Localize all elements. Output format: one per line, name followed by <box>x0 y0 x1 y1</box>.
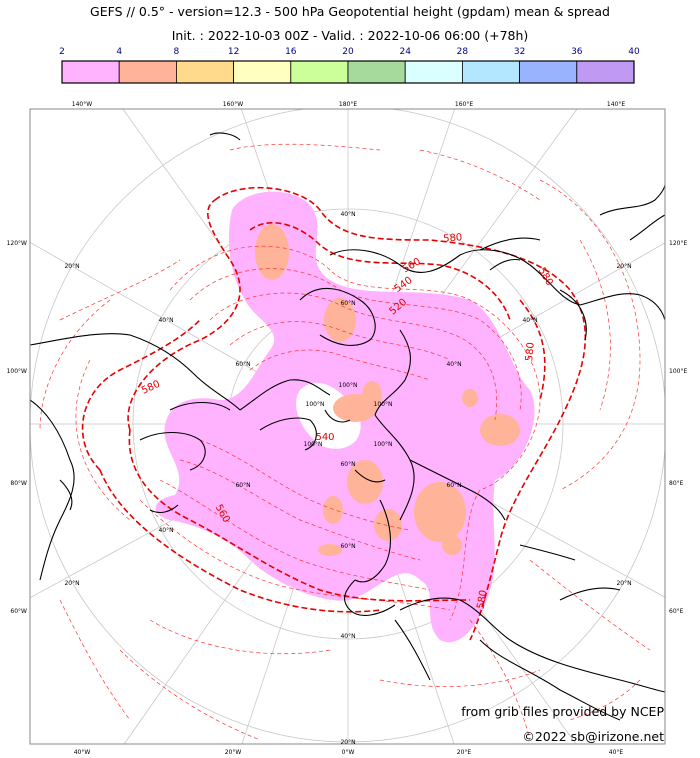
colorbar-tick-label: 4 <box>116 47 122 57</box>
latitude-label: 60°N <box>446 482 461 489</box>
latitude-label: 60°N <box>340 543 355 550</box>
colorbar-tick-label: 24 <box>399 47 411 57</box>
latitude-label: 40°N <box>340 633 355 640</box>
meridian-label-top: 140°W <box>72 101 92 108</box>
latitude-label: 100°N <box>306 401 325 408</box>
colorbar-tick-label: 40 <box>628 47 640 57</box>
meridian-label-bottom: 20°W <box>225 749 242 756</box>
latitude-label: 20°N <box>340 739 355 746</box>
meridian-label-top: 160°E <box>455 101 473 108</box>
contour-value-label: 580 <box>524 342 537 362</box>
colorbar-tick-label: 32 <box>514 47 525 57</box>
colorbar-tick-label: 12 <box>228 47 239 57</box>
latitude-label: 20°N <box>64 580 79 587</box>
latitude-label: 100°N <box>374 441 393 448</box>
latitude-label: 60°N <box>340 300 355 307</box>
latitude-label: 100°N <box>374 401 393 408</box>
latitude-label: 40°N <box>158 527 173 534</box>
colorbar-tick-label: 2 <box>59 47 65 57</box>
meridian-label-top: 160°W <box>223 101 243 108</box>
latitude-label: 60°N <box>340 461 355 468</box>
colorbar-tick-label: 28 <box>457 47 469 57</box>
colorbar-tick-label: 8 <box>174 47 180 57</box>
meridian-label-bottom: 20°E <box>457 749 472 756</box>
chart-title: GEFS // 0.5° - version=12.3 - 500 hPa Ge… <box>90 4 610 19</box>
meridian-label-right: 120°E <box>669 240 687 247</box>
latitude-label: 20°N <box>616 580 631 587</box>
latitude-label: 40°N <box>446 361 461 368</box>
meridian-label-right: 60°E <box>669 608 684 615</box>
latitude-label: 20°N <box>64 263 79 270</box>
meridian-label-top: 140°E <box>607 101 625 108</box>
colorbar: 2 4 8 12 16 20 24 28 32 36 40 <box>59 47 640 84</box>
coastlines <box>30 132 665 721</box>
colorbar-tick-label: 36 <box>571 47 583 57</box>
colorbar-tick-label: 16 <box>285 47 297 57</box>
height-contours-minor <box>39 143 651 741</box>
contour-value-label: 580 <box>443 232 463 245</box>
meridian-label-right: 80°E <box>669 480 684 487</box>
chart-subtitle: Init. : 2022-10-03 00Z - Valid. : 2022-1… <box>171 28 529 43</box>
meridian-label-bottom: 40°W <box>74 749 91 756</box>
latitude-label: 60°N <box>235 482 250 489</box>
latitude-label: 60°N <box>235 361 250 368</box>
data-credit: from grib files provided by NCEP <box>461 704 664 719</box>
copyright-notice: ©2022 sb@irizone.net <box>522 729 664 744</box>
latitude-label: 100°N <box>339 382 358 389</box>
colorbar-tick-label: 20 <box>342 47 354 57</box>
contour-value-label: 580 <box>536 266 555 288</box>
latitude-label: 40°N <box>340 211 355 218</box>
contour-value-label: 580 <box>475 589 489 610</box>
meridian-label-left: 120°W <box>7 240 27 247</box>
contour-value-label: 540 <box>393 275 415 295</box>
latitude-label: 40°N <box>522 317 537 324</box>
meridian-label-right: 100°E <box>669 368 687 375</box>
meridian-label-left: 80°W <box>10 480 27 487</box>
meridian-label-bottom: 40°E <box>609 749 624 756</box>
latitude-label: 20°N <box>616 263 631 270</box>
latitude-label: 100°N <box>304 441 323 448</box>
height-contours-major <box>81 186 587 641</box>
meridian-label-left: 60°W <box>10 608 27 615</box>
map-frame <box>29 108 666 745</box>
contour-value-label: 540 <box>315 432 334 443</box>
meridian-label-left: 100°W <box>7 368 27 375</box>
spread-region-4-8 <box>255 224 520 556</box>
latitude-label: 40°N <box>158 317 173 324</box>
meridian-label-bottom: 0°W <box>342 749 355 756</box>
meridian-label-top: 180°E <box>339 101 357 108</box>
contour-value-label: 580 <box>140 379 162 397</box>
